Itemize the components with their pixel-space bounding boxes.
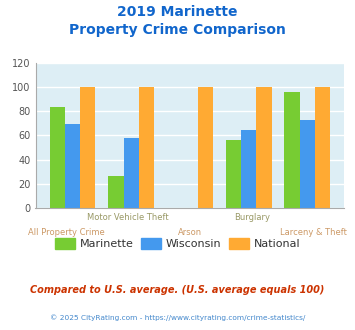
- Text: 2019 Marinette: 2019 Marinette: [117, 5, 238, 19]
- Bar: [50, 108, 65, 208]
- Text: Motor Vehicle Theft: Motor Vehicle Theft: [87, 213, 169, 222]
- Legend: Marinette, Wisconsin, National: Marinette, Wisconsin, National: [50, 234, 305, 253]
- Bar: [256, 87, 272, 208]
- Bar: [300, 119, 315, 208]
- Bar: [198, 87, 213, 208]
- Bar: [139, 87, 154, 208]
- Bar: [108, 177, 124, 208]
- Text: Property Crime Comparison: Property Crime Comparison: [69, 23, 286, 37]
- Bar: [241, 130, 256, 208]
- Text: All Property Crime: All Property Crime: [28, 228, 105, 237]
- Bar: [226, 140, 241, 208]
- Bar: [80, 87, 95, 208]
- Text: © 2025 CityRating.com - https://www.cityrating.com/crime-statistics/: © 2025 CityRating.com - https://www.city…: [50, 314, 305, 321]
- Bar: [315, 87, 330, 208]
- Text: Burglary: Burglary: [234, 213, 270, 222]
- Text: Compared to U.S. average. (U.S. average equals 100): Compared to U.S. average. (U.S. average …: [30, 285, 325, 295]
- Text: Arson: Arson: [178, 228, 202, 237]
- Bar: [284, 92, 300, 208]
- Bar: [65, 124, 80, 208]
- Bar: [124, 138, 139, 208]
- Text: Larceny & Theft: Larceny & Theft: [280, 228, 347, 237]
